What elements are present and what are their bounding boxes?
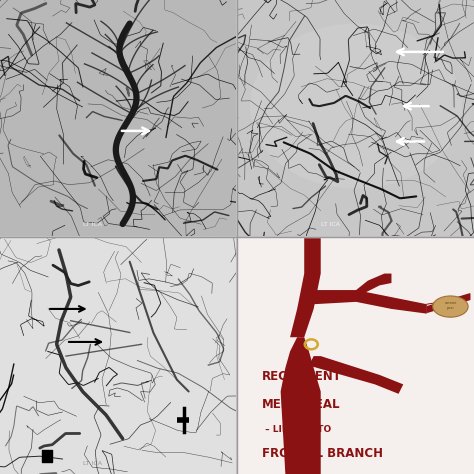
Text: LT ICA: LT ICA: [321, 222, 340, 228]
Text: RECURRENT: RECURRENT: [262, 370, 342, 383]
Polygon shape: [309, 356, 403, 394]
Text: – LIMITED TO: – LIMITED TO: [262, 425, 331, 434]
Polygon shape: [309, 290, 427, 314]
Polygon shape: [290, 238, 321, 337]
Text: corone
poxi: corone poxi: [444, 301, 456, 310]
Ellipse shape: [250, 24, 462, 189]
Ellipse shape: [433, 296, 468, 317]
Polygon shape: [281, 337, 321, 474]
Text: MENINGEAL: MENINGEAL: [262, 398, 340, 411]
Text: LT ICA: LT ICA: [82, 461, 101, 465]
Text: LT ICA: LT ICA: [82, 222, 101, 228]
Polygon shape: [356, 273, 392, 302]
Text: FRONTAL BRANCH: FRONTAL BRANCH: [262, 447, 383, 461]
